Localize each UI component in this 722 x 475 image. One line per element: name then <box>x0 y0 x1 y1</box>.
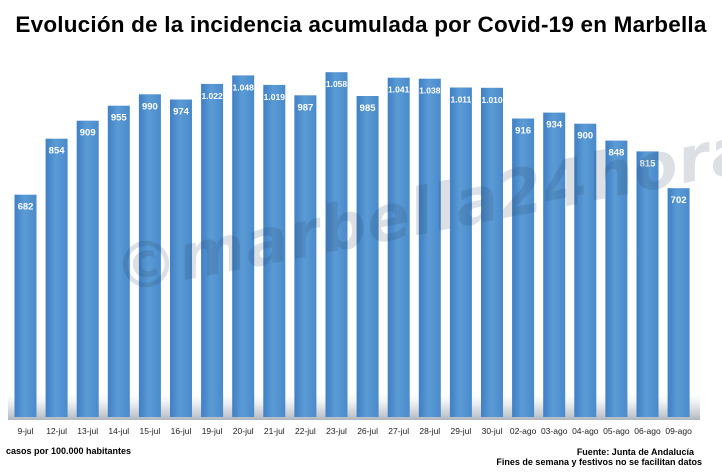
value-label-04-ago: 900 <box>577 131 593 142</box>
x-tick-label-03-ago: 03-ago <box>541 426 568 436</box>
bar-16-jul <box>170 99 192 417</box>
x-tick-label-29-jul: 29-jul <box>451 426 472 436</box>
bar-03-ago <box>543 112 566 417</box>
value-label-30-jul: 1.010 <box>481 95 503 105</box>
x-tick-label-09-ago: 09-ago <box>665 426 692 436</box>
value-label-16-jul: 974 <box>173 107 190 118</box>
value-label-14-jul: 955 <box>111 113 128 124</box>
bar-29-jul <box>449 87 472 417</box>
x-tick-label-02-ago: 02-ago <box>510 426 537 436</box>
value-label-06-ago: 815 <box>640 158 657 169</box>
x-tick-label-04-ago: 04-ago <box>572 426 599 436</box>
x-tick-label-05-ago: 05-ago <box>603 426 630 436</box>
value-label-12-jul: 854 <box>49 146 66 157</box>
value-label-15-jul: 990 <box>142 101 158 112</box>
x-tick-label-15-jul: 15-jul <box>140 426 161 436</box>
bar-19-jul <box>201 83 224 418</box>
bar-26-jul <box>356 96 379 417</box>
x-tick-label-21-jul: 21-jul <box>264 426 285 436</box>
x-tick-label-30-jul: 30-jul <box>482 426 503 436</box>
bar-06-ago <box>636 151 659 417</box>
weekend-note: Fines de semana y festivos no se facilit… <box>496 457 702 467</box>
bar-04-ago <box>574 123 597 417</box>
x-tick-label-28-jul: 28-jul <box>419 426 440 436</box>
x-tick-label-12-jul: 12-jul <box>46 426 67 436</box>
x-tick-label-06-ago: 06-ago <box>634 426 661 436</box>
x-tick-label-20-jul: 20-jul <box>233 426 254 436</box>
value-label-26-jul: 985 <box>360 103 377 114</box>
value-label-22-jul: 987 <box>297 102 313 113</box>
x-tick-label-19-jul: 19-jul <box>202 426 223 436</box>
bar-09-ago <box>667 188 690 417</box>
bar-23-jul <box>325 72 348 417</box>
value-label-9-jul: 682 <box>18 202 34 213</box>
bar-28-jul <box>418 78 441 417</box>
bar-30-jul <box>481 87 503 418</box>
value-label-23-jul: 1.058 <box>326 79 348 89</box>
bar-27-jul <box>387 77 410 417</box>
x-tick-label-23-jul: 23-jul <box>326 426 347 436</box>
x-tick-label-27-jul: 27-jul <box>388 426 409 436</box>
bar-22-jul <box>294 95 317 418</box>
value-label-05-ago: 848 <box>608 148 624 159</box>
value-label-13-jul: 909 <box>80 128 96 139</box>
bar-05-ago <box>605 140 628 417</box>
value-label-09-ago: 702 <box>671 195 687 206</box>
value-label-28-jul: 1.038 <box>419 86 441 96</box>
bar-13-jul <box>76 120 99 417</box>
bar-02-ago <box>512 118 535 417</box>
bar-9-jul <box>14 194 37 417</box>
value-label-20-jul: 1.048 <box>233 82 255 92</box>
x-tick-label-13-jul: 13-jul <box>77 426 98 436</box>
bar-15-jul <box>138 94 161 418</box>
x-tick-label-9-jul: 9-jul <box>17 426 33 436</box>
value-label-21-jul: 1.019 <box>264 92 286 102</box>
bar-21-jul <box>263 84 286 418</box>
x-tick-label-14-jul: 14-jul <box>108 426 129 436</box>
x-tick-label-16-jul: 16-jul <box>171 426 192 436</box>
units-note: casos por 100.000 habitantes <box>6 446 132 456</box>
value-label-19-jul: 1.022 <box>201 91 223 101</box>
x-tick-label-26-jul: 26-jul <box>357 426 378 436</box>
bar-14-jul <box>107 105 130 417</box>
x-tick-label-22-jul: 22-jul <box>295 426 316 436</box>
source-note: Fuente: Junta de Andalucía <box>576 447 694 457</box>
value-label-27-jul: 1.041 <box>388 85 410 95</box>
value-label-02-ago: 916 <box>515 126 531 137</box>
value-label-29-jul: 1.011 <box>450 95 471 105</box>
bar-12-jul <box>45 138 68 417</box>
chart-title: Evolución de la incidencia acumulada por… <box>15 12 707 37</box>
bar-20-jul <box>232 75 255 418</box>
value-label-03-ago: 934 <box>546 120 563 131</box>
